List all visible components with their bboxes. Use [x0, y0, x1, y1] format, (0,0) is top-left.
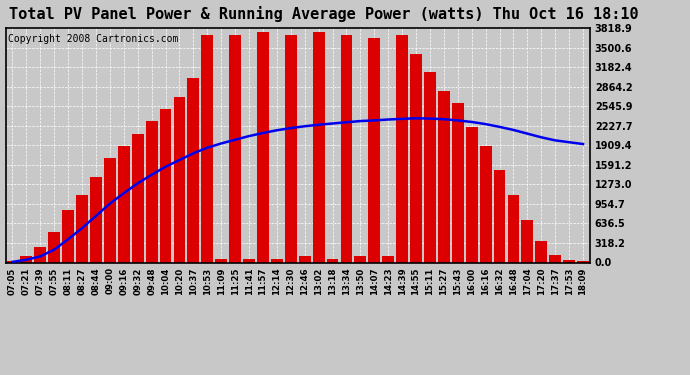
Bar: [257, 32, 269, 262]
Bar: [313, 32, 324, 262]
Bar: [90, 177, 102, 262]
Bar: [174, 97, 186, 262]
Bar: [382, 256, 394, 262]
Bar: [118, 146, 130, 262]
Bar: [201, 35, 213, 262]
Bar: [355, 256, 366, 262]
Bar: [271, 260, 283, 262]
Bar: [104, 158, 116, 262]
Bar: [285, 35, 297, 262]
Bar: [299, 256, 310, 262]
Bar: [466, 128, 477, 262]
Bar: [452, 103, 464, 262]
Bar: [563, 260, 575, 262]
Bar: [493, 171, 505, 262]
Bar: [188, 78, 199, 262]
Bar: [396, 35, 408, 262]
Bar: [522, 219, 533, 262]
Bar: [410, 54, 422, 262]
Bar: [34, 247, 46, 262]
Bar: [549, 255, 561, 262]
Bar: [62, 210, 74, 262]
Text: Copyright 2008 Cartronics.com: Copyright 2008 Cartronics.com: [8, 34, 179, 44]
Bar: [243, 260, 255, 262]
Text: Total PV Panel Power & Running Average Power (watts) Thu Oct 16 18:10: Total PV Panel Power & Running Average P…: [10, 6, 639, 22]
Bar: [424, 72, 436, 262]
Bar: [21, 256, 32, 262]
Bar: [438, 91, 450, 262]
Bar: [535, 241, 547, 262]
Bar: [159, 109, 171, 262]
Bar: [326, 260, 338, 262]
Bar: [341, 35, 353, 262]
Bar: [480, 146, 491, 262]
Bar: [577, 261, 589, 262]
Bar: [48, 232, 60, 262]
Bar: [368, 39, 380, 262]
Bar: [508, 195, 520, 262]
Bar: [132, 134, 144, 262]
Bar: [215, 260, 227, 262]
Bar: [76, 195, 88, 262]
Bar: [229, 35, 241, 262]
Bar: [146, 122, 157, 262]
Bar: [7, 261, 19, 262]
